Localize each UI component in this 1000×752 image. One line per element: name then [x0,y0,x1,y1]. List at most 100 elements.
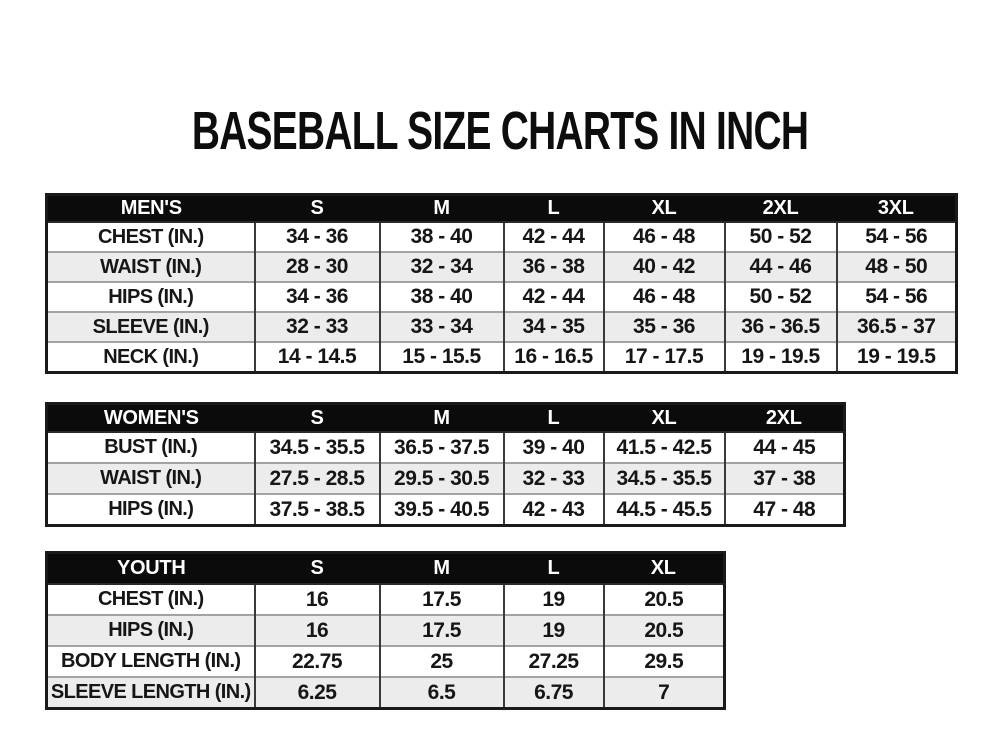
cell: 54 - 56 [835,221,957,252]
womens-bust-row: BUST (IN.) 34.5 - 35.5 36.5 - 37.5 39 - … [46,431,845,463]
cell: 33 - 34 [378,311,504,342]
cell: 20.5 [602,614,725,646]
page-title: BASEBALL SIZE CHARTS IN INCH [0,100,1000,162]
womens-header-2xl: 2XL [724,403,845,432]
youth-size-table: YOUTH S M L XL CHEST (IN.) 16 17.5 19 20… [45,551,726,710]
cell: 16 - 16.5 [502,341,604,373]
cell: 15 - 15.5 [378,341,504,373]
youth-header-m: M [379,552,504,584]
womens-header-group: WOMEN'S [46,403,255,432]
youth-hips-row: HIPS (IN.) 16 17.5 19 20.5 [46,614,725,646]
mens-chest-row: CHEST (IN.) 34 - 36 38 - 40 42 - 44 46 -… [46,221,957,252]
cell: 46 - 48 [602,221,725,252]
cell: 46 - 48 [602,281,725,312]
cell: 16 [253,614,380,646]
youth-body-length-row: BODY LENGTH (IN.) 22.75 25 27.25 29.5 [46,645,725,677]
cell: 19 - 19.5 [835,341,957,373]
cell: 44 - 46 [723,251,837,282]
cell: 19 [502,583,604,615]
mens-header-3xl: 3XL [836,194,957,222]
cell: 40 - 42 [602,251,725,282]
row-label: BODY LENGTH (IN.) [46,645,255,677]
row-label: BUST (IN.) [46,431,255,463]
cell: 27.5 - 28.5 [253,462,380,494]
womens-header-row: WOMEN'S S M L XL 2XL [46,403,845,432]
cell: 14 - 14.5 [253,341,380,373]
cell: 16 [253,583,380,615]
cell: 39 - 40 [502,431,604,463]
cell: 17 - 17.5 [602,341,725,373]
row-label: HIPS (IN.) [46,281,255,312]
cell: 38 - 40 [378,281,504,312]
cell: 19 [502,614,604,646]
youth-sleeve-length-row: SLEEVE LENGTH (IN.) 6.25 6.5 6.75 7 [46,676,725,709]
row-label: HIPS (IN.) [46,493,255,526]
cell: 34.5 - 35.5 [253,431,380,463]
cell: 32 - 34 [378,251,504,282]
youth-header-xl: XL [603,552,725,584]
cell: 6.25 [253,676,380,709]
youth-header-s: S [254,552,380,584]
row-label: NECK (IN.) [46,341,255,373]
cell: 36.5 - 37.5 [378,431,504,463]
cell: 54 - 56 [835,281,957,312]
cell: 36.5 - 37 [835,311,957,342]
cell: 34 - 36 [253,281,380,312]
mens-header-m: M [379,194,504,222]
cell: 32 - 33 [253,311,380,342]
cell: 6.5 [378,676,504,709]
mens-header-l: L [503,194,604,222]
cell: 27.25 [502,645,604,677]
womens-header-xl: XL [603,403,725,432]
youth-header-l: L [503,552,604,584]
womens-header-s: S [254,403,380,432]
page-title-text: BASEBALL SIZE CHARTS IN INCH [191,101,809,162]
mens-waist-row: WAIST (IN.) 28 - 30 32 - 34 36 - 38 40 -… [46,251,957,282]
cell: 50 - 52 [723,281,837,312]
row-label: HIPS (IN.) [46,614,255,646]
cell: 42 - 43 [502,493,604,526]
cell: 37 - 38 [723,462,845,494]
row-label: SLEEVE LENGTH (IN.) [46,676,255,709]
row-label: WAIST (IN.) [46,462,255,494]
mens-header-s: S [254,194,380,222]
cell: 29.5 [602,645,725,677]
womens-header-m: M [379,403,504,432]
cell: 34 - 35 [502,311,604,342]
cell: 36 - 38 [502,251,604,282]
cell: 17.5 [378,614,504,646]
mens-header-group: MEN'S [46,194,255,222]
row-label: CHEST (IN.) [46,221,255,252]
cell: 7 [602,676,725,709]
mens-header-2xl: 2XL [724,194,837,222]
youth-chest-row: CHEST (IN.) 16 17.5 19 20.5 [46,583,725,615]
cell: 34.5 - 35.5 [602,462,725,494]
cell: 6.75 [502,676,604,709]
cell: 20.5 [602,583,725,615]
cell: 36 - 36.5 [723,311,837,342]
mens-neck-row: NECK (IN.) 14 - 14.5 15 - 15.5 16 - 16.5… [46,341,957,373]
womens-size-table: WOMEN'S S M L XL 2XL BUST (IN.) 34.5 - 3… [45,402,846,527]
cell: 38 - 40 [378,221,504,252]
youth-header-group: YOUTH [46,552,255,584]
cell: 35 - 36 [602,311,725,342]
cell: 47 - 48 [723,493,845,526]
cell: 42 - 44 [502,281,604,312]
mens-hips-row: HIPS (IN.) 34 - 36 38 - 40 42 - 44 46 - … [46,281,957,312]
row-label: CHEST (IN.) [46,583,255,615]
mens-header-xl: XL [603,194,725,222]
cell: 44 - 45 [723,431,845,463]
cell: 41.5 - 42.5 [602,431,725,463]
cell: 19 - 19.5 [723,341,837,373]
womens-header-l: L [503,403,604,432]
mens-sleeve-row: SLEEVE (IN.) 32 - 33 33 - 34 34 - 35 35 … [46,311,957,342]
cell: 34 - 36 [253,221,380,252]
mens-size-table: MEN'S S M L XL 2XL 3XL CHEST (IN.) 34 - … [45,193,958,374]
cell: 29.5 - 30.5 [378,462,504,494]
cell: 50 - 52 [723,221,837,252]
cell: 39.5 - 40.5 [378,493,504,526]
cell: 32 - 33 [502,462,604,494]
mens-header-row: MEN'S S M L XL 2XL 3XL [46,194,957,222]
cell: 25 [378,645,504,677]
